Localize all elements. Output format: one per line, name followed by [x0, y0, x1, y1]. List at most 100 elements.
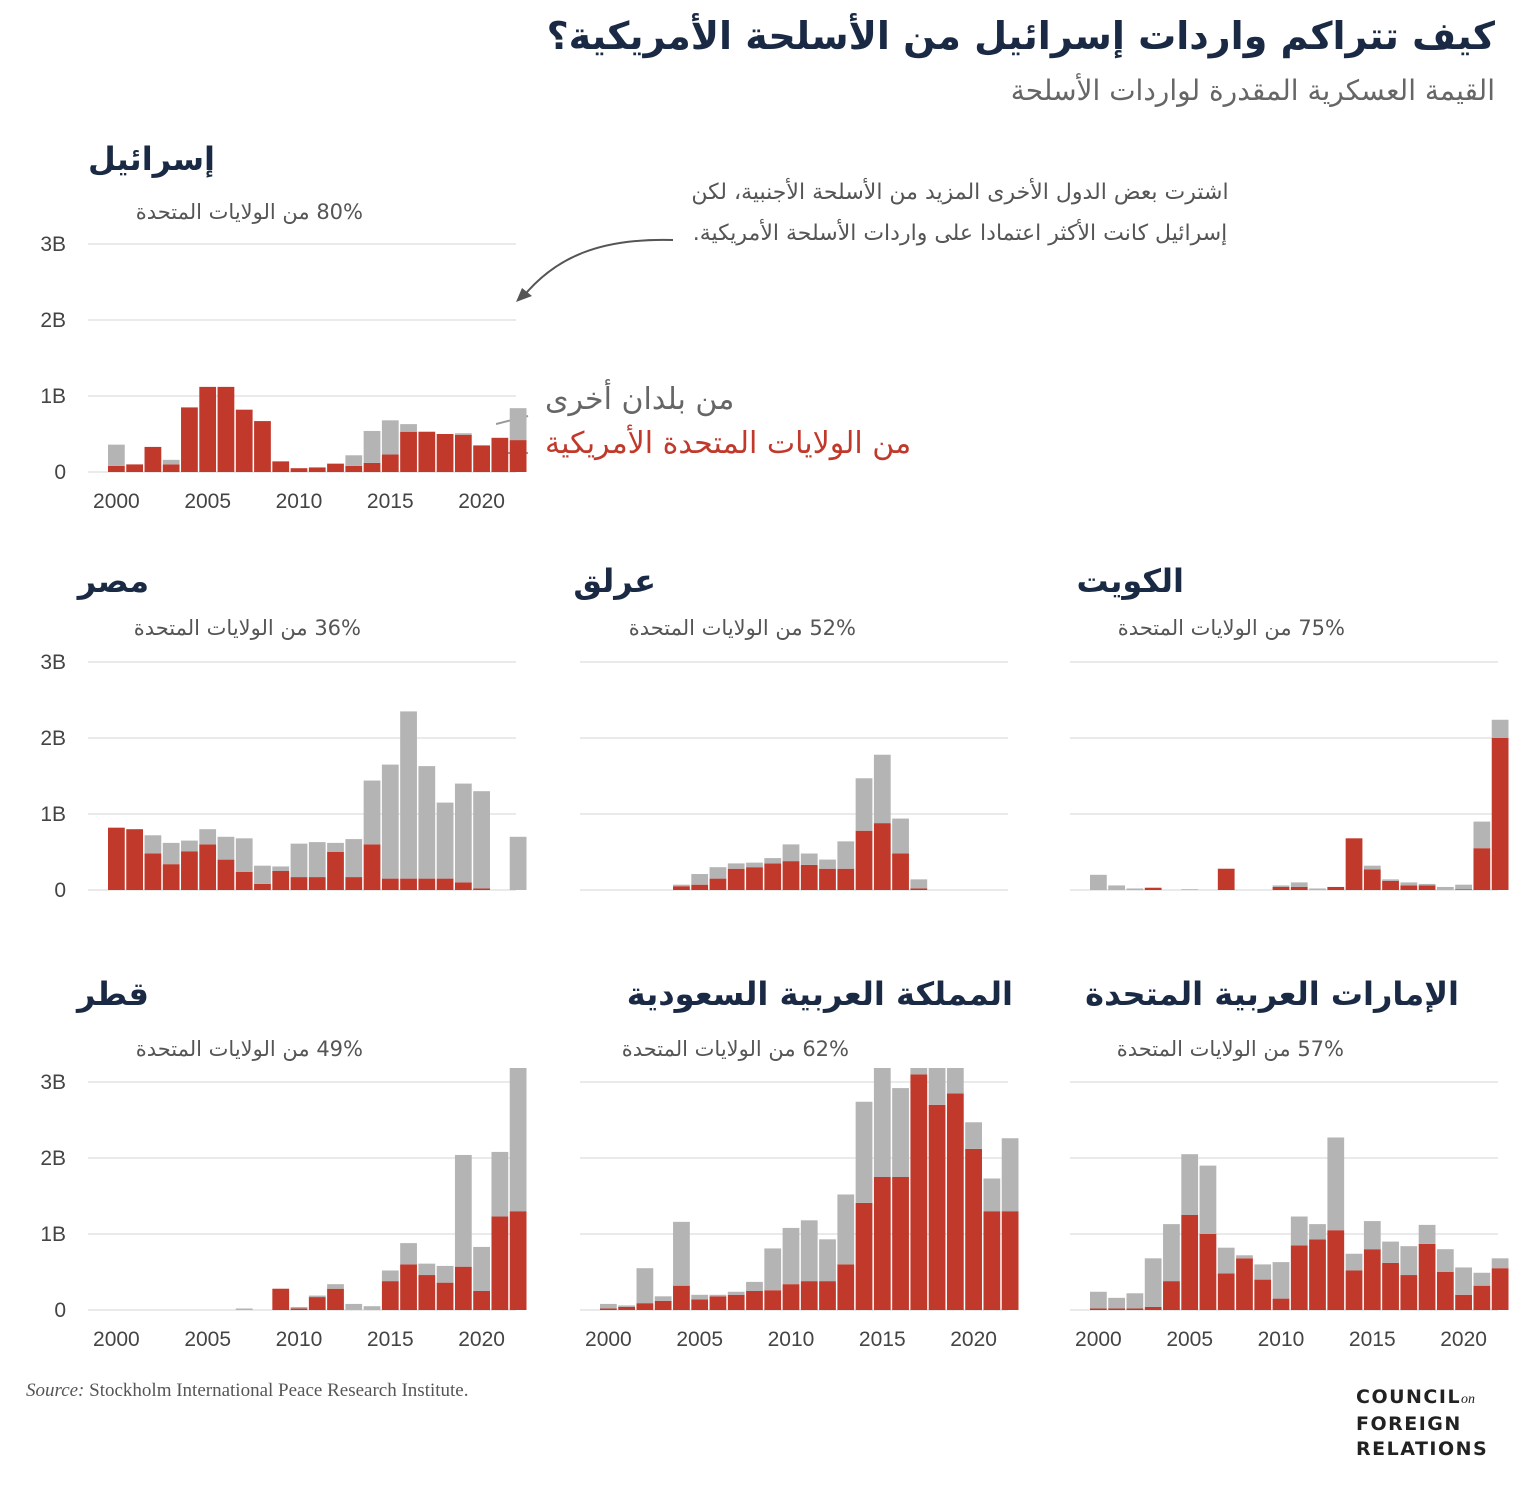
israel-bar-us-2014 — [363, 462, 381, 472]
uae-bar-other-2013 — [1327, 1137, 1345, 1231]
egypt-bar-us-2002 — [144, 853, 162, 890]
chart-share-egypt: 36% من الولايات المتحدة — [133, 616, 361, 640]
logo-line2: FOREIGN — [1356, 1413, 1462, 1435]
iraq-bar-other-2015 — [873, 754, 891, 824]
israel-bar-other-2014 — [363, 430, 381, 463]
kuwait-bar-us-2018 — [1418, 885, 1436, 890]
uae-bar-other-2022 — [1491, 1258, 1509, 1269]
kuwait-bar-other-2022 — [1491, 719, 1509, 738]
israel-x-tick-label: 2020 — [458, 490, 505, 513]
uae-bar-other-2017 — [1400, 1246, 1418, 1276]
egypt-bar-other-2015 — [381, 764, 399, 879]
iraq-bar-other-2007 — [727, 863, 745, 869]
qatar-bar-other-2022 — [509, 1068, 527, 1212]
uae-bar-other-2002 — [1126, 1293, 1144, 1309]
kuwait-bar-us-2020 — [1455, 889, 1472, 890]
iraq-bar-us-2012 — [819, 868, 836, 890]
uae-bar-us-2021 — [1473, 1285, 1491, 1310]
qatar-x-tick-label: 2015 — [367, 1328, 414, 1351]
saudi-bar-us-2008 — [746, 1291, 763, 1310]
israel-bar-us-2006 — [217, 386, 235, 472]
israel-bar-us-2018 — [436, 434, 454, 472]
egypt-bar-other-2009 — [272, 866, 290, 871]
saudi-bar-other-2021 — [983, 1178, 1001, 1212]
egypt-bar-other-2012 — [327, 842, 344, 852]
iraq-bar-us-2006 — [709, 878, 727, 890]
uae-bar-other-2008 — [1236, 1255, 1253, 1259]
saudi-bar-us-2017 — [910, 1074, 928, 1310]
egypt-bar-us-2009 — [272, 871, 290, 890]
israel-bar-us-2020 — [473, 445, 490, 472]
egypt-bar-us-2006 — [217, 859, 235, 890]
uae-bar-other-2018 — [1418, 1224, 1436, 1244]
israel-bar-us-2001 — [126, 464, 144, 472]
uae-bar-other-2000 — [1090, 1291, 1107, 1309]
saudi-bar-us-2005 — [691, 1299, 709, 1310]
saudi-bar-us-2002 — [636, 1303, 654, 1310]
egypt-bar-us-2019 — [454, 882, 472, 890]
egypt-bar-other-2019 — [454, 783, 472, 883]
saudi-bar-other-2020 — [965, 1122, 982, 1149]
egypt-bar-us-2011 — [308, 877, 326, 890]
uae-bar-us-2002 — [1126, 1308, 1144, 1310]
annotation-arrow — [516, 238, 674, 302]
israel-y-tick-label: 0 — [54, 461, 66, 484]
israel-x-tick-label: 2000 — [93, 490, 140, 513]
israel-bar-other-2000 — [108, 444, 125, 466]
chart-egypt: 0 1B 2B 3B — [40, 651, 527, 902]
uae-bar-other-2009 — [1254, 1264, 1272, 1280]
egypt-bar-us-2007 — [235, 871, 253, 890]
qatar-bar-other-2020 — [473, 1246, 490, 1291]
uae-bar-us-2005 — [1181, 1215, 1199, 1310]
qatar-y-tick-label: 1B — [40, 1223, 66, 1246]
saudi-bar-us-2009 — [764, 1290, 782, 1310]
egypt-bar-us-2004 — [181, 851, 198, 890]
qatar-bar-other-2007 — [235, 1308, 253, 1310]
kuwait-bar-other-2020 — [1455, 884, 1472, 890]
chart-share-israel: 80% من الولايات المتحدة — [135, 200, 363, 224]
chart-share-uae: 57% من الولايات المتحدة — [1116, 1037, 1344, 1061]
egypt-bar-other-2020 — [473, 791, 490, 889]
egypt-bar-us-2000 — [108, 827, 125, 890]
saudi-x-tick-label: 2000 — [585, 1328, 632, 1351]
israel-x-tick-label: 2010 — [276, 490, 323, 513]
kuwait-bar-other-2015 — [1363, 865, 1381, 870]
chart-uae: 2000 2005 2010 2015 2020 — [1070, 1081, 1509, 1351]
saudi-bar-us-2013 — [837, 1264, 855, 1310]
israel-x-tick-label: 2005 — [184, 490, 231, 513]
israel-bar-us-2005 — [199, 386, 217, 472]
egypt-bar-us-2010 — [290, 877, 308, 890]
kuwait-bar-us-2022 — [1491, 738, 1509, 890]
qatar-bar-us-2020 — [473, 1291, 490, 1310]
qatar-bar-us-2019 — [454, 1266, 472, 1310]
chart-title-iraq: عرلق — [573, 562, 656, 600]
iraq-bar-us-2015 — [873, 823, 891, 890]
saudi-bar-us-2022 — [1001, 1211, 1019, 1310]
source-text: Stockholm International Peace Research I… — [89, 1380, 469, 1401]
saudi-bar-other-2014 — [855, 1101, 873, 1203]
israel-bar-other-2013 — [345, 455, 363, 466]
saudi-bar-other-2015 — [873, 1068, 891, 1177]
saudi-bar-other-2007 — [727, 1291, 745, 1295]
saudi-bar-other-2009 — [764, 1248, 782, 1291]
iraq-bar-other-2011 — [800, 853, 818, 865]
page-title: كيف تتراكم واردات إسرائيل من الأسلحة الأ… — [546, 14, 1495, 58]
saudi-bar-other-2005 — [691, 1294, 709, 1300]
saudi-bar-us-2016 — [892, 1177, 909, 1310]
uae-x-tick-label: 2020 — [1440, 1328, 1487, 1351]
qatar-x-tick-label: 2005 — [184, 1328, 231, 1351]
chart-share-saudi: 62% من الولايات المتحدة — [621, 1037, 849, 1061]
uae-bar-us-2007 — [1217, 1273, 1235, 1310]
chart-saudi: 2000 2005 2010 2015 2020 — [580, 1068, 1019, 1351]
saudi-bar-us-2000 — [600, 1308, 617, 1310]
saudi-bar-us-2014 — [855, 1202, 873, 1310]
israel-bar-us-2021 — [491, 437, 509, 472]
legend-other: من بلدان أخرى — [545, 382, 735, 417]
egypt-bar-us-2013 — [345, 877, 363, 890]
qatar-bar-us-2021 — [491, 1216, 509, 1310]
logo-on: on — [1461, 1392, 1476, 1407]
saudi-bar-other-2000 — [600, 1303, 617, 1309]
qatar-bar-us-2016 — [400, 1264, 417, 1310]
chart-qatar: 0 1B 2B 3B 2000 2005 2010 2015 2020 — [40, 1068, 527, 1351]
uae-bar-other-2011 — [1290, 1216, 1308, 1246]
